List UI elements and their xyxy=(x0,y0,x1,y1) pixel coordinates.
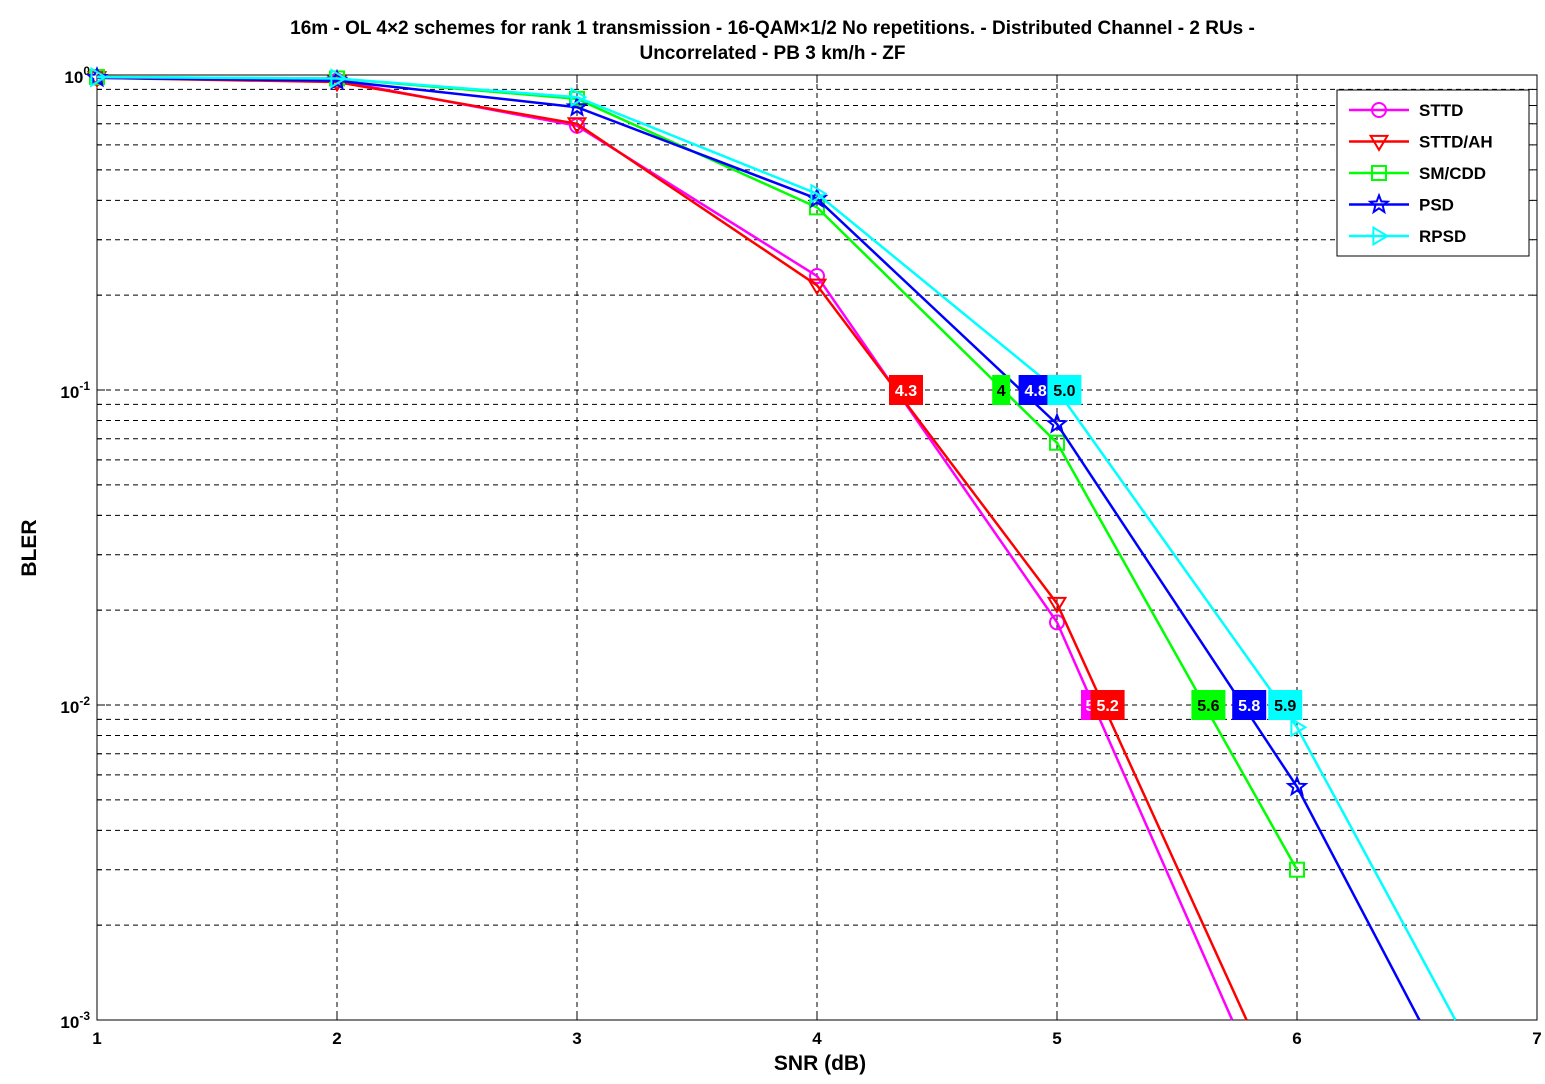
x-tick-label: 5 xyxy=(1052,1029,1061,1048)
chart-title: 16m - OL 4×2 schemes for rank 1 transmis… xyxy=(290,18,1255,39)
x-tick-label: 6 xyxy=(1292,1029,1301,1048)
legend-item: STTD/AH xyxy=(1349,133,1493,152)
threshold-label: 5.9 xyxy=(1268,690,1303,720)
x-tick-label: 2 xyxy=(332,1029,341,1048)
marker-star xyxy=(1045,412,1069,434)
threshold-label-box xyxy=(1047,375,1082,405)
legend-item: STTD xyxy=(1349,101,1463,120)
threshold-label-text: 5.2 xyxy=(1096,698,1118,715)
threshold-label-text: 5.6 xyxy=(1197,698,1219,715)
legend-label: STTD/AH xyxy=(1419,133,1493,152)
marker-square xyxy=(1049,434,1065,451)
threshold-label-text: 5.8 xyxy=(1238,698,1260,715)
y-tick-label: 100 xyxy=(64,64,90,87)
x-tick-label: 1 xyxy=(92,1029,101,1048)
series-sm-cdd xyxy=(89,69,1305,878)
marker-triangle-right xyxy=(810,183,828,204)
x-tick-label: 4 xyxy=(812,1029,822,1048)
threshold-label-box xyxy=(992,375,1011,405)
marker-triangle-right xyxy=(90,66,108,88)
marker-triangle-right xyxy=(330,68,348,89)
threshold-label-text: 5.0 xyxy=(1053,383,1075,400)
marker-circle xyxy=(1371,102,1387,118)
threshold-label-text: 5 xyxy=(1086,698,1095,715)
series-rpsd xyxy=(90,66,1457,1021)
threshold-label-box xyxy=(1232,690,1267,720)
y-tick-label: 10-3 xyxy=(60,1009,90,1032)
threshold-label: 5.6 xyxy=(1191,690,1226,720)
threshold-label-box xyxy=(1090,690,1125,720)
marker-star xyxy=(1285,774,1309,797)
threshold-label-box xyxy=(1018,375,1053,405)
threshold-label: 5.0 xyxy=(1047,375,1082,405)
grid-lines xyxy=(97,75,1537,1020)
marker-circle xyxy=(1049,614,1065,631)
legend-label: STTD xyxy=(1419,101,1463,120)
series-psd xyxy=(85,65,1421,1021)
threshold-label-box xyxy=(889,375,923,405)
legend-label: SM/CDD xyxy=(1419,164,1486,183)
series-line xyxy=(96,75,1457,1021)
axis-ticks: 1 2 3 4 5 6 7 100 10-1 10-2 10-3 xyxy=(60,64,1541,1048)
legend-item: SM/CDD xyxy=(1349,164,1486,183)
threshold-label: 5.2 xyxy=(1090,690,1125,720)
threshold-label-text: 4 xyxy=(997,383,1006,400)
series-line xyxy=(96,76,1248,1021)
legend-item: RPSD xyxy=(1349,225,1466,247)
legend-label: RPSD xyxy=(1419,227,1466,246)
series-line xyxy=(96,76,1234,1021)
threshold-label-box xyxy=(1268,690,1303,720)
marker-triangle-down xyxy=(1046,596,1068,614)
threshold-label-text: 4.8 xyxy=(1024,383,1046,400)
marker-triangle-right xyxy=(570,87,588,108)
series-sttd xyxy=(89,69,1234,1021)
marker-triangle-right xyxy=(1290,717,1308,738)
chart-subtitle: Uncorrelated - PB 3 km/h - ZF xyxy=(639,43,906,64)
legend-item: PSD xyxy=(1349,192,1454,215)
x-tick-label: 7 xyxy=(1532,1029,1541,1048)
threshold-label-box xyxy=(1191,690,1226,720)
series-sttd-ah xyxy=(86,71,1248,1021)
threshold-label-text: 5.9 xyxy=(1274,698,1296,715)
marker-triangle-down xyxy=(806,278,828,296)
marker-circle xyxy=(809,268,825,285)
threshold-label: 5.8 xyxy=(1232,690,1267,720)
threshold-labels: 4.3 4 4.8 5.0 5 5.2 5.6 5.8 5.9 xyxy=(889,375,1303,720)
marker-triangle-right xyxy=(1372,225,1390,247)
series-line xyxy=(96,76,1421,1021)
marker-triangle-down xyxy=(566,117,588,135)
marker-square xyxy=(1289,861,1305,878)
threshold-label: 4.3 xyxy=(889,375,923,405)
series-lines xyxy=(85,65,1457,1021)
threshold-label: 4 xyxy=(992,375,1011,405)
x-tick-label: 3 xyxy=(572,1029,581,1048)
threshold-label: 4.8 xyxy=(1018,375,1053,405)
marker-triangle-down xyxy=(1368,134,1390,152)
y-tick-label: 10-1 xyxy=(60,379,90,402)
threshold-label-text: 4.3 xyxy=(895,383,917,400)
x-axis-label: SNR (dB) xyxy=(773,1052,867,1075)
legend: STTD STTD/AH SM/CDD PSD RPSD xyxy=(1336,89,1530,257)
legend-label: PSD xyxy=(1419,196,1454,215)
marker-star xyxy=(1367,192,1391,215)
marker-square xyxy=(1371,165,1387,181)
y-axis-label: BLER xyxy=(18,519,41,577)
y-tick-label: 10-2 xyxy=(60,694,90,717)
